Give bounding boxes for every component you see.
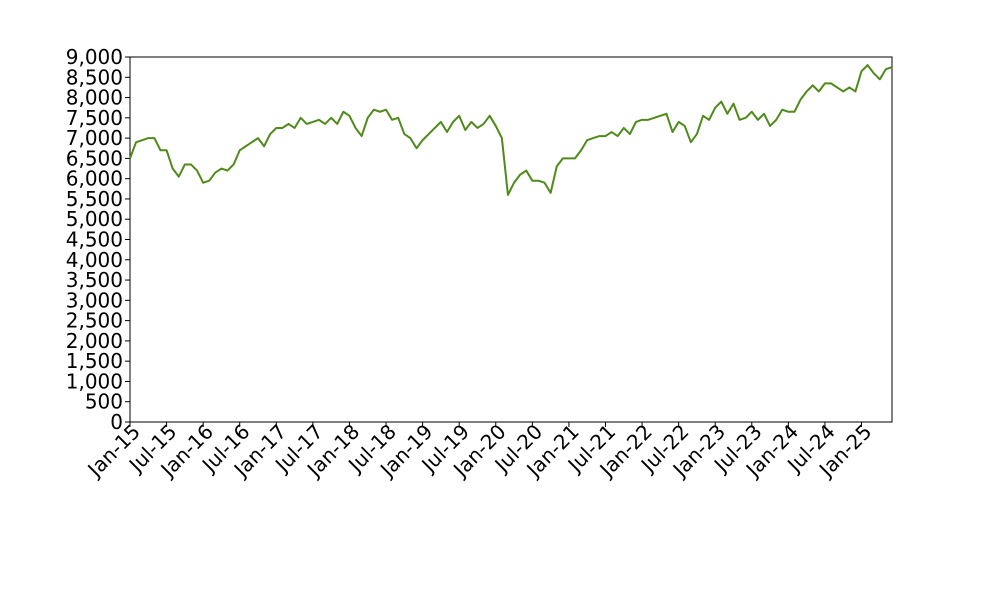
y-tick-label: 3,500 — [66, 268, 123, 292]
y-tick-label: 7,500 — [66, 106, 123, 130]
y-tick-label: 8,000 — [66, 86, 123, 110]
y-tick-label: 0 — [110, 410, 123, 434]
y-tick-label: 4,500 — [66, 228, 123, 252]
y-tick-label: 5,000 — [66, 207, 123, 231]
y-tick-label: 500 — [85, 390, 123, 414]
data-line — [129, 64, 893, 196]
y-tick-label: 4,000 — [66, 248, 123, 272]
y-tick-label: 1,000 — [66, 369, 123, 393]
y-tick-label: 2,000 — [66, 329, 123, 353]
plot-frame — [129, 56, 893, 423]
y-tick-label: 8,500 — [66, 65, 123, 89]
y-tick-label: 6,000 — [66, 167, 123, 191]
y-tick-label: 6,500 — [66, 146, 123, 170]
y-tick-label: 1,500 — [66, 349, 123, 373]
y-tick-label: 9,000 — [66, 45, 123, 69]
y-tick-label: 5,500 — [66, 187, 123, 211]
y-tick-label: 7,000 — [66, 126, 123, 150]
y-tick-label: 3,000 — [66, 288, 123, 312]
y-tick-label: 2,500 — [66, 309, 123, 333]
